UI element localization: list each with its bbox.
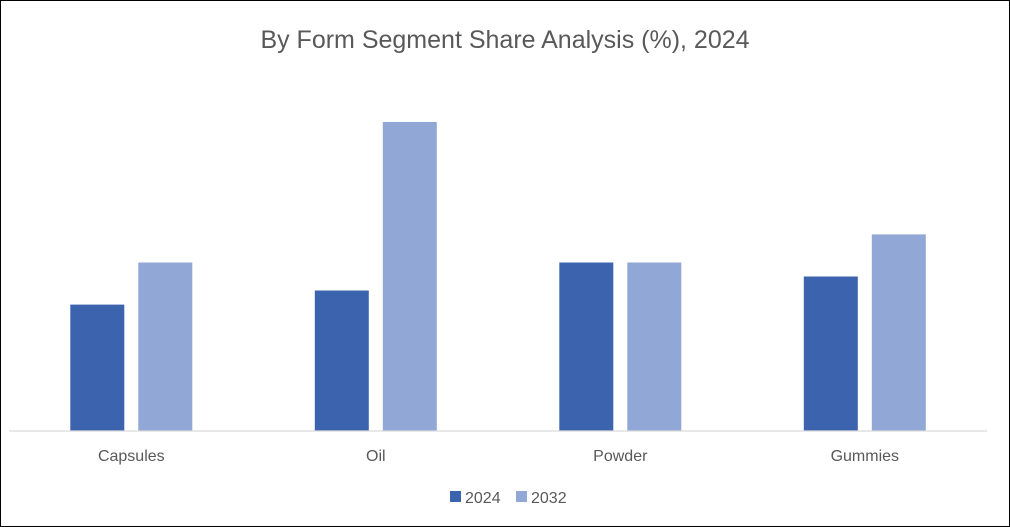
bar-capsules-2024 bbox=[70, 304, 125, 431]
x-tick-label: Capsules bbox=[98, 448, 165, 465]
x-tick-label: Oil bbox=[366, 448, 386, 465]
x-tick-label: Powder bbox=[593, 448, 648, 465]
x-tick-label: Gummies bbox=[831, 448, 899, 465]
bar-oil-2024 bbox=[314, 290, 369, 431]
legend: 2024 2032 bbox=[450, 490, 567, 507]
bar-gummies-2024 bbox=[803, 276, 858, 431]
legend-swatch-2024 bbox=[450, 491, 461, 502]
legend-swatch-2032 bbox=[516, 491, 527, 502]
chart-title: By Form Segment Share Analysis (%), 2024 bbox=[260, 26, 749, 54]
bar-gummies-2032 bbox=[871, 234, 926, 431]
bar-powder-2032 bbox=[627, 262, 682, 431]
bars-group bbox=[70, 122, 926, 431]
legend-label-2032: 2032 bbox=[531, 490, 567, 507]
bar-powder-2024 bbox=[559, 262, 614, 431]
bar-capsules-2032 bbox=[138, 262, 193, 431]
x-tick-labels: Capsules Oil Powder Gummies bbox=[98, 448, 899, 465]
legend-label-2024: 2024 bbox=[465, 490, 501, 507]
bar-oil-2032 bbox=[382, 122, 437, 431]
